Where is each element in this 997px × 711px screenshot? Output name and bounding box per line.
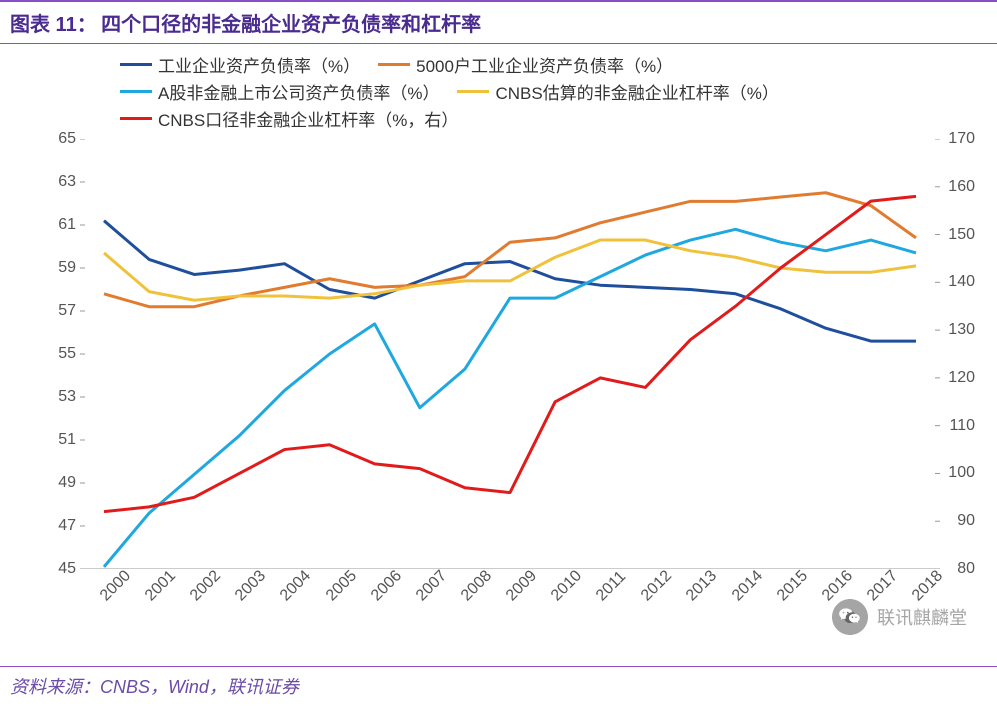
plot-area [80,139,940,569]
y-axis-right: 8090100110120130140150160170 [937,139,975,569]
watermark-text: 联讯麒麟堂 [877,604,967,630]
x-tick: 2011 [593,568,630,605]
x-tick: 2013 [683,567,721,605]
y-tick-right: 170 [948,130,975,148]
x-tick: 2010 [548,567,586,605]
legend: 工业企业资产负债率（%） 5000户工业企业资产负债率（%）A股非金融上市公司资产… [120,52,957,133]
x-tick: 2006 [368,567,406,605]
chart-title: 四个口径的非金融企业资产负债率和杠杆率 [101,14,481,36]
legend-item: CNBS口径非金融企业杠杆率（%，右） [120,106,458,131]
y-tick-right: 110 [949,417,975,435]
x-tick: 2002 [187,567,225,605]
series-line [104,193,916,307]
source-label: 资料来源：CNBS，Wind，联讯证券 [0,666,997,705]
y-tick-left: 57 [58,302,76,320]
x-tick: 2000 [97,567,135,605]
legend-swatch [120,117,152,120]
x-axis: 2000200120022003200420052006200720082009… [80,574,940,624]
y-tick-left: 51 [58,431,76,449]
legend-swatch [120,90,152,93]
title-prefix: 图表 11： [10,14,97,36]
legend-swatch [378,63,410,66]
legend-label: 5000户工业企业资产负债率（%） [416,52,673,77]
y-tick-left: 63 [58,173,76,191]
wechat-icon [829,596,871,638]
chart-figure: 图表 11： 四个口径的非金融企业资产负债率和杠杆率 工业企业资产负债率（%） 5… [0,0,997,711]
y-tick-right: 120 [948,369,975,387]
legend-label: CNBS口径非金融企业杠杆率（%，右） [158,106,458,131]
y-axis-left: 4547495153555759616365 [40,139,78,569]
y-tick-left: 59 [58,259,76,277]
x-tick: 2004 [277,567,315,605]
x-tick: 2008 [458,567,496,605]
y-tick-right: 160 [948,178,975,196]
x-tick: 2009 [503,567,541,605]
y-tick-left: 53 [58,388,76,406]
legend-item: 工业企业资产负债率（%） [120,52,360,77]
x-tick: 2003 [232,567,270,605]
legend-swatch [120,63,152,66]
y-tick-left: 49 [58,474,76,492]
chart-area: 工业企业资产负债率（%） 5000户工业企业资产负债率（%）A股非金融上市公司资产… [0,44,997,664]
legend-item: 5000户工业企业资产负债率（%） [378,52,673,77]
y-tick-left: 47 [58,517,76,535]
legend-item: A股非金融上市公司资产负债率（%） [120,79,439,104]
y-tick-left: 55 [58,345,76,363]
y-tick-left: 45 [58,560,76,578]
legend-item: CNBS估算的非金融企业杠杆率（%） [457,79,778,104]
x-tick: 2012 [638,567,676,605]
y-tick-left: 61 [58,216,76,234]
y-tick-right: 80 [957,560,975,578]
y-tick-right: 150 [948,226,975,244]
watermark: 联讯麒麟堂 [829,596,967,638]
legend-swatch [457,90,489,93]
y-tick-right: 100 [948,464,975,482]
y-tick-left: 65 [58,130,76,148]
y-tick-right: 90 [957,512,975,530]
x-tick: 2005 [322,567,360,605]
legend-label: 工业企业资产负债率（%） [158,52,360,77]
x-tick: 2001 [142,567,180,605]
title-row: 图表 11： 四个口径的非金融企业资产负债率和杠杆率 [0,0,997,44]
x-tick: 2014 [728,567,766,605]
y-tick-right: 130 [948,321,975,339]
y-tick-right: 140 [948,273,975,291]
legend-label: A股非金融上市公司资产负债率（%） [158,79,439,104]
legend-label: CNBS估算的非金融企业杠杆率（%） [495,79,778,104]
x-tick: 2007 [413,567,451,605]
x-tick: 2015 [774,567,812,605]
line-series-svg [80,139,940,569]
